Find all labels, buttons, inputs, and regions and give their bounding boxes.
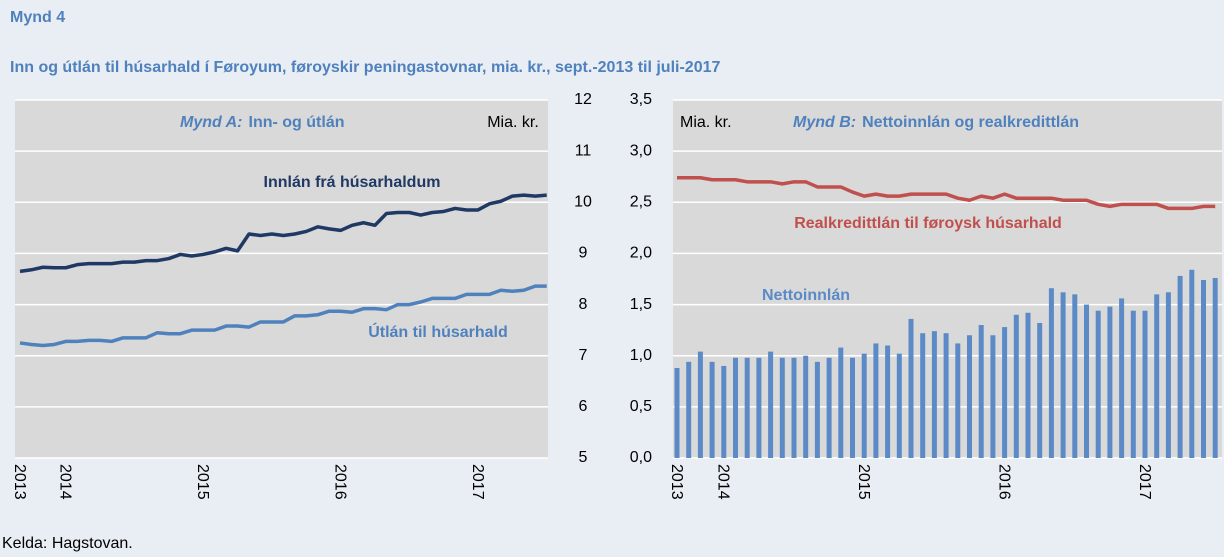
bar [1154,294,1160,458]
panel-title: Mynd A: Inn- og útlán [180,114,345,131]
panel-title-text: Inn- og útlán [249,114,345,131]
bar [861,353,867,458]
bar [920,333,926,458]
bar [1025,312,1031,458]
bar [1119,298,1125,458]
bar [803,355,809,458]
y-tick-label: 3,5 [630,91,652,108]
bar [1165,292,1171,458]
bar [885,345,891,458]
bar [709,361,715,458]
bar [1037,322,1043,458]
bar [967,335,972,458]
bar [814,361,820,458]
bar [1095,310,1101,458]
bar [1060,292,1066,458]
line [19,193,547,274]
y-axis-label: Mia. kr. [487,114,539,131]
page-title: Mynd 4 [10,9,65,26]
y-tick-label: 8 [579,296,588,313]
y-tick-label: 1,5 [630,296,652,313]
panel-title: Mynd B: Nettoinnlán og realkredittlán [793,114,1079,131]
y-tick-label: 12 [574,91,592,108]
bar [779,357,785,458]
bar [733,357,738,458]
x-tick-label: 2015 [855,464,872,500]
bar [873,343,879,458]
bar [1048,288,1054,458]
bar [768,351,774,458]
bar [697,351,703,458]
y-tick-label: 3,0 [630,142,652,159]
x-tick-label: 2014 [715,464,732,500]
x-tick-label: 2017 [469,464,486,500]
bar [955,343,961,458]
x-tick-label: 2014 [57,464,74,500]
y-tick-label: 11 [575,142,592,159]
bar [721,365,727,458]
y-axis-label: Mia. kr. [680,114,732,131]
y-tick-label: 2,5 [630,194,652,211]
panel-label: Mynd A: [180,114,243,131]
y-tick-label: 9 [579,245,588,262]
bar [990,335,996,458]
y-tick-label: 6 [579,398,588,415]
x-tick-label: 2016 [331,464,348,500]
y-tick-label: 2,0 [630,245,652,262]
bar [826,357,832,458]
bar [896,353,902,458]
x-tick-label: 2015 [194,464,211,500]
x-tick-label: 2017 [1136,464,1153,500]
panel-title-text: Nettoinnlán og realkredittlán [862,114,1079,131]
bar [931,331,937,458]
y-tick-label: 10 [574,194,592,211]
series-label: Innlán frá húsarhaldum [264,174,441,191]
bar [978,325,984,458]
bar [674,367,680,458]
bar [1002,327,1008,458]
plot-area [15,100,548,458]
bar [1201,280,1206,458]
bar [1189,269,1195,458]
page-subtitle: Inn og útlán til húsarhald í Føroyum, fø… [10,59,720,76]
x-tick-label: 2016 [995,464,1012,500]
series-label: Nettoinnlán [762,287,850,304]
bar [1013,314,1019,458]
y-tick-label: 1,0 [630,347,652,364]
bar [791,357,797,458]
bar [744,357,750,458]
source: Kelda: Hagstovan. [2,535,133,552]
bar [850,357,855,458]
bar [1072,294,1078,458]
bar [908,318,914,458]
y-tick-label: 0,0 [630,449,652,466]
bar [1084,304,1089,458]
series-label: Realkredittlán til føroysk húsarhald [794,215,1062,232]
bar [1212,277,1218,458]
bar [1177,275,1183,458]
bar [756,357,762,458]
y-tick-label: 5 [579,449,588,466]
panel-label: Mynd B: [793,114,856,131]
y-tick-label: 0,5 [630,398,652,415]
bar [686,361,692,458]
x-tick-label: 2013 [668,464,685,500]
y-tick-label: 7 [579,347,588,364]
x-tick-label: 2013 [11,464,28,500]
bar [1130,310,1136,458]
bar [1142,310,1148,458]
line [19,284,547,348]
bar [838,347,844,458]
series-label: Útlán til húsarhald [368,322,508,341]
bar [1107,306,1113,458]
line [677,175,1216,211]
bar [943,333,949,458]
